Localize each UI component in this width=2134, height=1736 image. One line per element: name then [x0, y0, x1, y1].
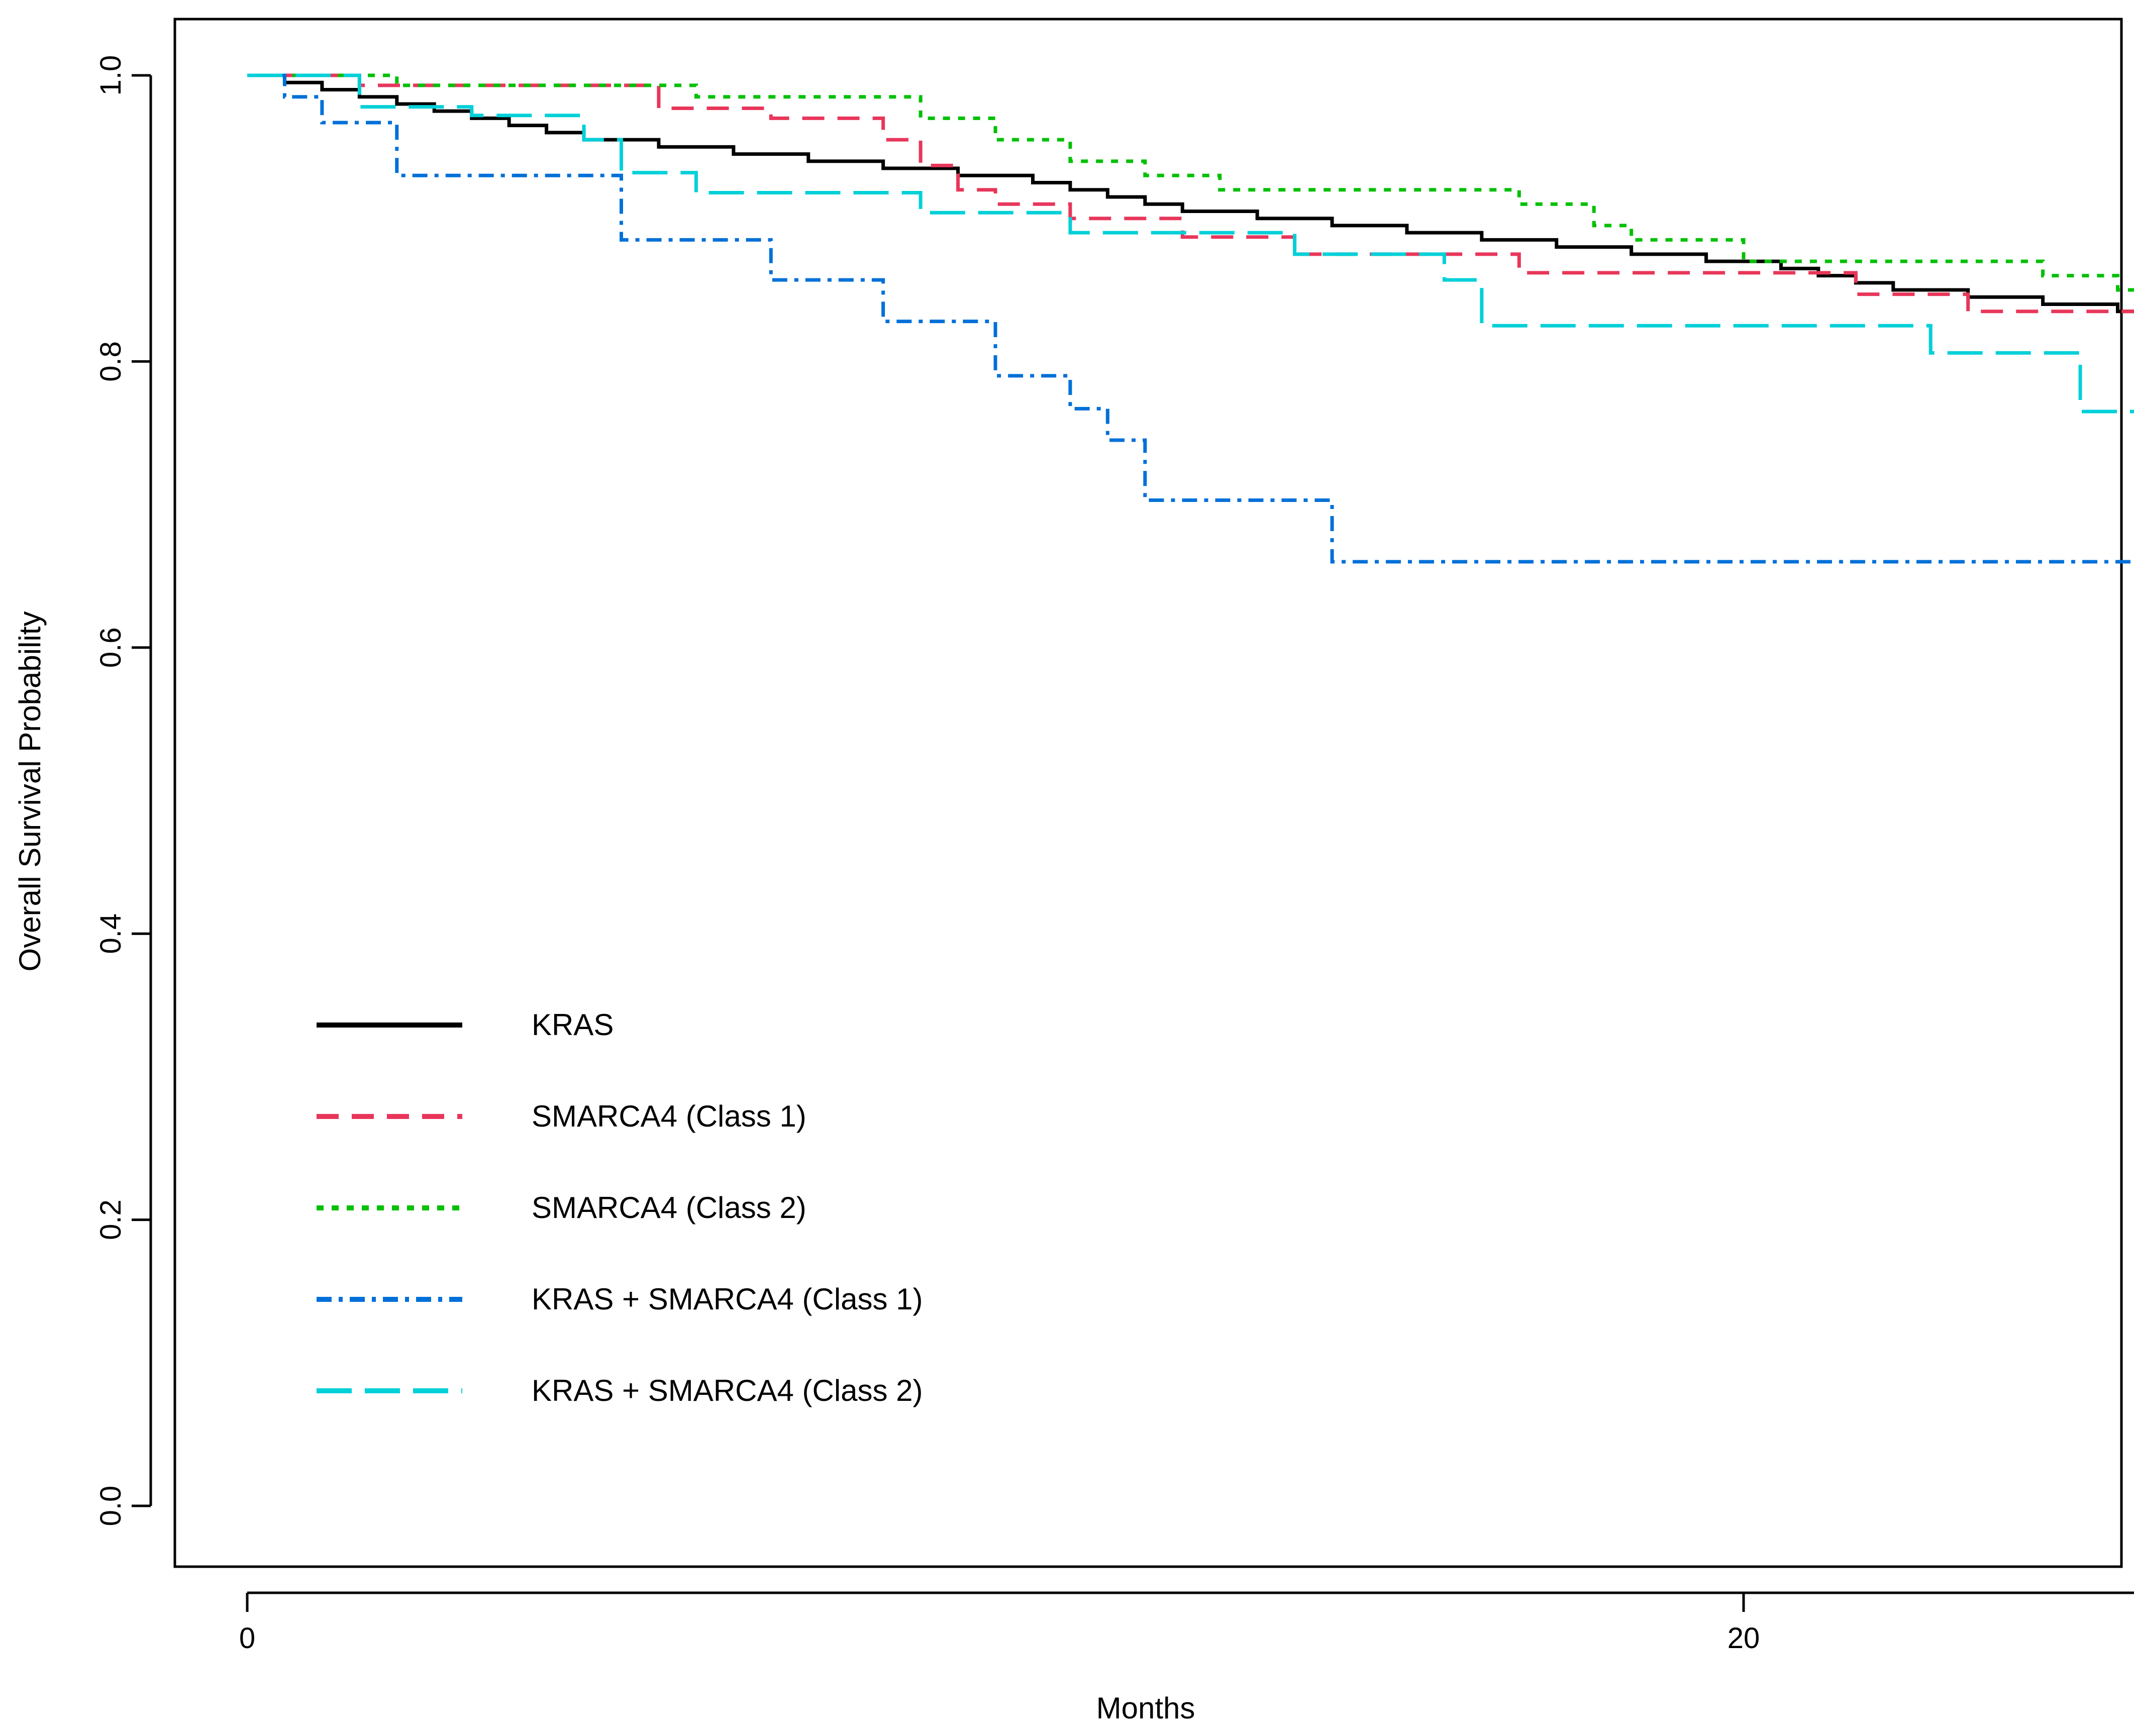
- y-tick-label: 0.2: [94, 1199, 127, 1240]
- y-tick-label: 0.4: [94, 913, 127, 954]
- legend-label: SMARCA4 (Class 1): [532, 1099, 806, 1133]
- legend: KRAS SMARCA4 (Class 1) SMARCA4 (Class 2) KR…: [317, 1008, 923, 1407]
- series-line-kras-smarca4-class-2: [247, 73, 2134, 414]
- legend-label: SMARCA4 (Class 2): [532, 1191, 806, 1224]
- series-layer: [247, 73, 2134, 564]
- x-axis: 020406080: [239, 1591, 2134, 1655]
- y-axis: 0.0 0.2 0.4 0.6 0.8 1.0: [94, 55, 152, 1526]
- x-axis-title: Months: [1096, 1691, 1195, 1725]
- series-line-kras-smarca4-class-1: [247, 73, 2134, 564]
- legend-label: KRAS + SMARCA4 (Class 2): [532, 1374, 923, 1407]
- legend-label: KRAS + SMARCA4 (Class 1): [532, 1282, 923, 1316]
- x-tick-label: 20: [1727, 1622, 1760, 1655]
- series-line-smarca4-class-2: [247, 73, 2134, 292]
- y-axis-title: Overall Survival Probability: [13, 611, 47, 972]
- legend-label: KRAS: [532, 1008, 614, 1042]
- x-tick-label: 0: [239, 1622, 255, 1655]
- y-tick-label: 0.6: [94, 627, 127, 668]
- plot-frame: [173, 18, 2123, 1568]
- series-line-smarca4-class-1: [247, 73, 2134, 314]
- y-tick-label: 0.0: [94, 1486, 127, 1526]
- y-tick-label: 0.8: [94, 341, 127, 382]
- y-tick-label: 1.0: [94, 55, 127, 96]
- series-line-kras: [247, 73, 2134, 314]
